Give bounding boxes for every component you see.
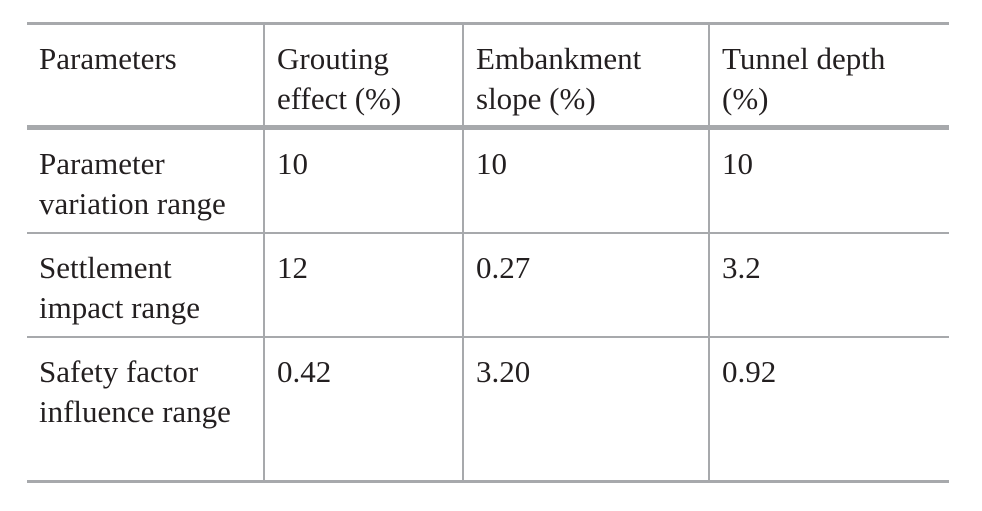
cell-embankment-slope: 10 [462, 125, 709, 233]
cell-grouting-effect: 10 [263, 125, 463, 233]
row-label: Parameter variation range [27, 125, 264, 233]
cell-tunnel-depth: 10 [708, 125, 949, 233]
header-row: Parameters Grouting effect (%) Embankmen… [27, 22, 949, 128]
cell-tunnel-depth: 0.92 [708, 336, 949, 483]
header-embankment-slope: Embankment slope (%) [462, 22, 709, 128]
cell-embankment-slope: 0.27 [462, 232, 709, 337]
parameter-sensitivity-table-container: Parameters Grouting effect (%) Embankmen… [27, 22, 949, 483]
cell-grouting-effect: 0.42 [263, 336, 463, 483]
table-row: Settlement impact range 12 0.27 3.2 [27, 232, 949, 337]
row-label: Settlement impact range [27, 232, 264, 337]
row-label: Safety factor influence range [27, 336, 264, 483]
header-tunnel-depth: Tunnel depth (%) [708, 22, 949, 128]
table-row: Parameter variation range 10 10 10 [27, 125, 949, 233]
cell-tunnel-depth: 3.2 [708, 232, 949, 337]
header-grouting-effect: Grouting effect (%) [263, 22, 463, 128]
table-row: Safety factor influence range 0.42 3.20 … [27, 336, 949, 483]
cell-embankment-slope: 3.20 [462, 336, 709, 483]
parameter-sensitivity-table: Parameters Grouting effect (%) Embankmen… [27, 22, 949, 483]
header-parameters: Parameters [27, 22, 264, 128]
cell-grouting-effect: 12 [263, 232, 463, 337]
table-body: Parameter variation range 10 10 10 Settl… [27, 125, 949, 483]
table-header: Parameters Grouting effect (%) Embankmen… [27, 22, 949, 128]
